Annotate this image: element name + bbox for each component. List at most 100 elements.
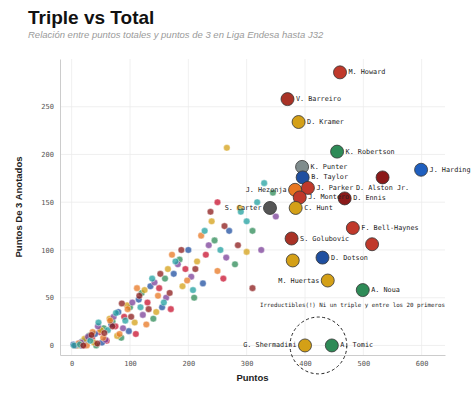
point — [119, 300, 126, 307]
grid-line-y — [60, 249, 445, 250]
point — [221, 223, 228, 230]
x-tick: 300 — [241, 355, 254, 368]
point — [243, 218, 250, 225]
point — [208, 218, 215, 225]
point — [109, 323, 116, 330]
point — [207, 208, 214, 215]
point — [205, 242, 212, 249]
point — [179, 283, 186, 290]
point — [113, 310, 120, 317]
y-tick: 100 — [41, 247, 60, 255]
point — [150, 315, 157, 322]
points — [71, 199, 226, 349]
point — [145, 306, 152, 313]
point — [217, 247, 224, 254]
x-tick: 100 — [124, 355, 137, 368]
point — [232, 261, 239, 268]
featured-point — [376, 171, 389, 184]
point-label: M. Huertas — [278, 277, 319, 285]
grid-line-x — [421, 59, 422, 355]
points — [74, 145, 250, 349]
points — [75, 232, 220, 348]
featured-point — [292, 116, 305, 129]
point — [224, 145, 231, 152]
y-tick: 200 — [41, 151, 60, 159]
y-axis: 050100150200250 — [41, 60, 60, 356]
x-tick-label: 300 — [241, 360, 254, 368]
grid-line-x — [363, 59, 364, 355]
featured-point — [264, 201, 277, 214]
featured-point — [281, 93, 294, 106]
point — [126, 328, 133, 335]
point-label: V. Barreiro — [296, 95, 341, 103]
point — [133, 331, 140, 338]
point — [184, 277, 191, 284]
point-label: B. Taylor — [311, 173, 348, 181]
point — [80, 342, 87, 349]
point — [87, 337, 94, 344]
point — [124, 306, 131, 313]
point-label: K. Punter — [311, 163, 348, 171]
point — [273, 213, 280, 220]
point-label: J. Hezonja — [246, 186, 287, 194]
point-label: C. Hunt — [304, 204, 333, 212]
point — [178, 247, 185, 254]
point-label: K. Robertson — [346, 148, 395, 156]
x-tick-label: 400 — [299, 360, 312, 368]
featured-point — [289, 201, 302, 214]
point — [194, 258, 201, 265]
point-label: J. Harding — [430, 166, 471, 174]
grid — [60, 59, 445, 355]
point — [223, 254, 230, 261]
featured-point — [325, 339, 338, 352]
point — [161, 299, 168, 306]
point — [137, 304, 144, 311]
point-label: D. Dotson — [331, 254, 368, 262]
point — [136, 293, 143, 300]
x-tick: 600 — [416, 355, 429, 368]
title: Triple vs Total — [28, 7, 154, 28]
featured-point — [321, 274, 334, 287]
y-tick: 50 — [46, 294, 60, 302]
points — [80, 208, 256, 348]
point-label: S. Carter — [225, 204, 262, 212]
point — [149, 275, 156, 282]
point-label: D. Alston Jr. — [356, 184, 409, 192]
points — [70, 228, 232, 349]
y-tick-label: 0 — [50, 342, 54, 350]
point-label: J. Parker — [316, 184, 353, 192]
point-label: J. Montero — [308, 193, 349, 201]
point — [203, 251, 210, 258]
point-label: A. Tomic — [340, 341, 373, 349]
y-axis-title: Puntos De 3 Anotados — [13, 157, 24, 258]
point — [95, 319, 102, 326]
y-tick-label: 200 — [41, 151, 54, 159]
featured-point — [346, 222, 359, 235]
x-axis: 0100200300400500600 — [61, 355, 446, 368]
x-tick-label: 0 — [70, 360, 74, 368]
points — [71, 180, 268, 349]
point — [249, 228, 256, 235]
point — [249, 285, 256, 292]
point — [258, 247, 265, 254]
featured-point — [316, 251, 329, 264]
point — [168, 306, 175, 313]
y-tick-label: 150 — [41, 199, 54, 207]
x-tick: 0 — [70, 355, 74, 368]
point — [71, 342, 78, 349]
point — [88, 332, 95, 339]
point-label: S. Golubovic — [300, 235, 349, 243]
grid-line-y — [60, 106, 445, 107]
point — [153, 309, 160, 316]
point — [140, 312, 147, 319]
point-label: A. Noua — [371, 286, 400, 294]
y-tick-label: 100 — [41, 247, 54, 255]
featured-points — [264, 66, 428, 352]
point — [144, 299, 151, 306]
featured-point — [415, 163, 428, 176]
point — [190, 287, 197, 294]
x-tick-label: 100 — [124, 360, 137, 368]
point — [170, 271, 177, 278]
point — [214, 199, 221, 206]
point — [122, 317, 129, 324]
